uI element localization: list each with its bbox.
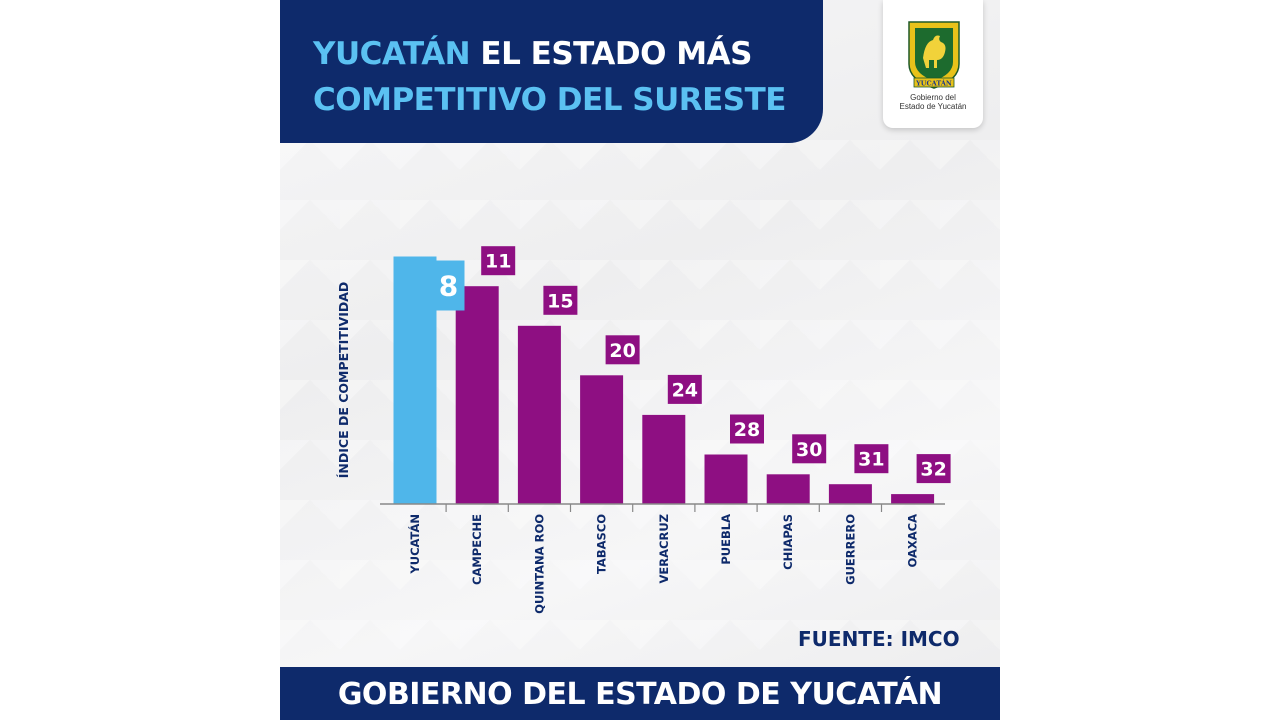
category-label: TABASCO: [595, 514, 609, 574]
value-label-box: [916, 454, 951, 484]
bar-quintana-roo: [517, 325, 561, 504]
title-line-1: YUCATÁN EL ESTADO MÁS: [313, 36, 752, 72]
footer-text: GOBIERNO DEL ESTADO DE YUCATÁN: [337, 677, 943, 712]
government-logo: YUCATÁN Gobierno del Estado de Yucatán: [883, 0, 983, 128]
value-label-box: [605, 335, 640, 365]
bar-chiapas: [766, 474, 810, 504]
category-label: OAXACA: [906, 514, 920, 568]
bar-guerrero: [828, 484, 872, 504]
logo-text-line-2: Estado de Yucatán: [899, 102, 967, 111]
value-label: 20: [609, 340, 635, 362]
value-label-box: [854, 444, 889, 474]
yucatan-crest-icon: YUCATÁN: [908, 21, 960, 89]
value-label: 28: [734, 419, 760, 441]
value-label-box: [792, 434, 827, 464]
category-label: CAMPECHE: [470, 514, 484, 585]
footer-bar: GOBIERNO DEL ESTADO DE YUCATÁN: [280, 667, 1000, 720]
category-label: QUINTANA ROO: [532, 514, 546, 614]
title-panel: YUCATÁN EL ESTADO MÁS COMPETITIVO DEL SU…: [280, 0, 823, 143]
value-label-box: [730, 414, 764, 444]
category-label: CHIAPAS: [781, 514, 795, 570]
infographic-card: YUCATÁN EL ESTADO MÁS COMPETITIVO DEL SU…: [280, 0, 1000, 720]
title-accent: YUCATÁN: [313, 36, 471, 72]
bar-veracruz: [642, 414, 686, 504]
bar-puebla: [704, 454, 748, 504]
value-label-box: [543, 285, 578, 315]
bar-oaxaca: [891, 494, 935, 504]
value-label: 24: [672, 379, 698, 401]
value-label: 30: [796, 439, 822, 461]
source-note: FUENTE: IMCO: [798, 627, 960, 651]
category-label: GUERRERO: [843, 514, 857, 585]
value-label: 11: [485, 251, 511, 273]
value-label-box: [481, 246, 516, 276]
value-label: 15: [547, 290, 573, 312]
bar-yucatán: [393, 256, 437, 504]
value-label: 31: [858, 449, 884, 471]
value-label: 32: [920, 459, 946, 481]
category-label: PUEBLA: [719, 514, 733, 565]
value-label-box: [667, 374, 702, 404]
title-line-2: COMPETITIVO DEL SURESTE: [313, 82, 786, 118]
category-label: YUCATÁN: [407, 514, 422, 575]
category-label: VERACRUZ: [657, 514, 671, 583]
value-label-box: [432, 260, 465, 311]
bar-campeche: [455, 286, 499, 504]
y-axis-label: ÍNDICE DE COMPETITIVIDAD: [336, 282, 351, 479]
logo-text-line-1: Gobierno del: [910, 93, 956, 102]
title-rest: EL ESTADO MÁS: [470, 36, 752, 72]
crest-text: YUCATÁN: [915, 79, 952, 88]
bar-tabasco: [580, 375, 624, 504]
bar-chart: ÍNDICE DE COMPETITIVIDAD 8 YUCATÁN 11 CAMPE…: [336, 246, 951, 614]
value-label: 8: [439, 270, 458, 303]
